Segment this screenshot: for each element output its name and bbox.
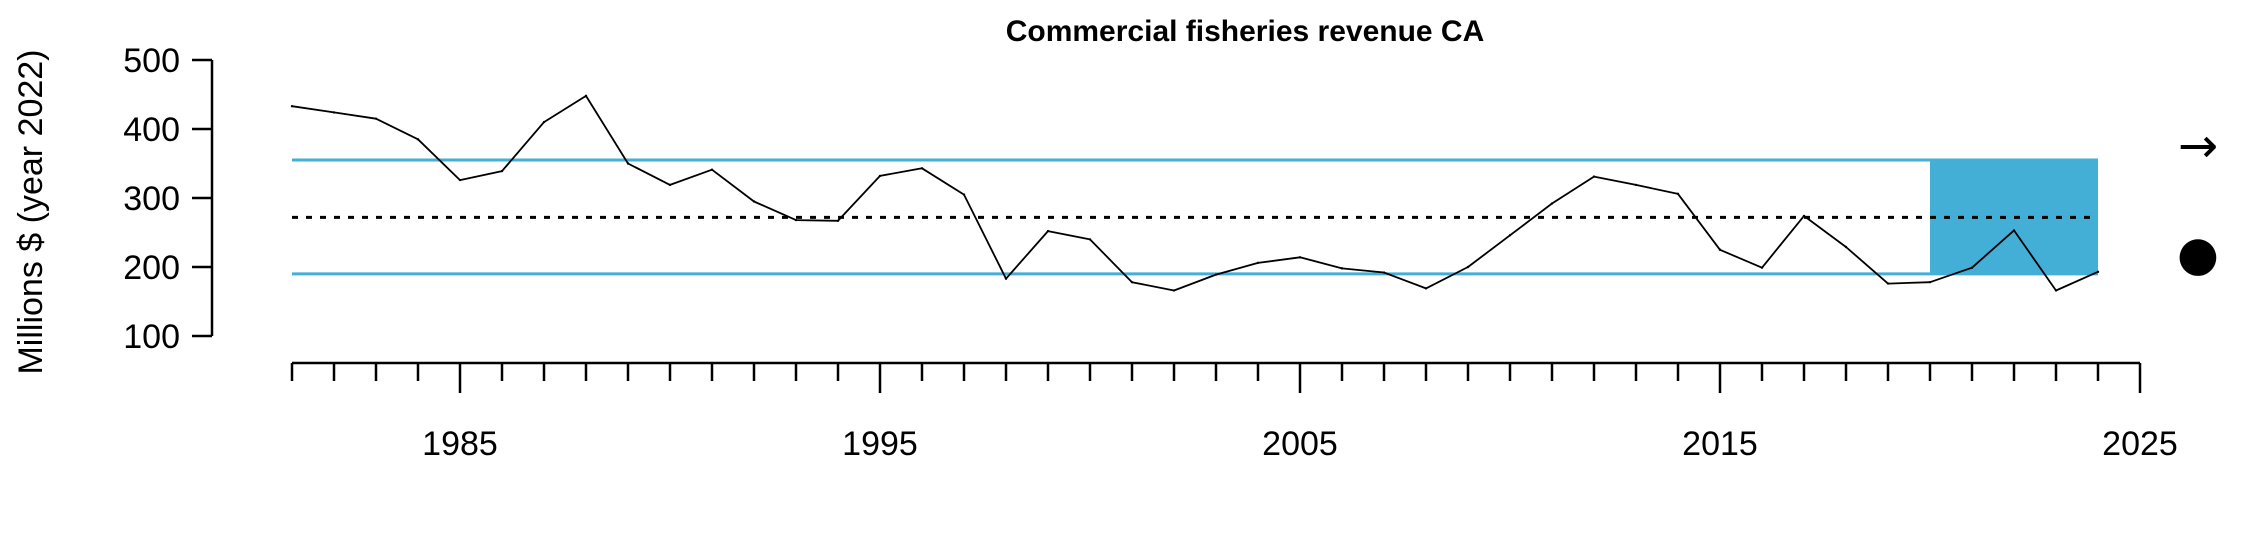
chart-title: Commercial fisheries revenue CA	[1006, 15, 1485, 48]
data-point	[1718, 248, 1722, 251]
trend-arrow-icon: →	[2178, 118, 2218, 174]
data-point	[962, 193, 966, 196]
y-tick-label: 500	[123, 42, 180, 80]
y-axis-title: Millions $ (year 2022)	[12, 49, 50, 374]
data-point	[1172, 289, 1176, 292]
series-line	[291, 95, 2099, 292]
x-tick-label: 2015	[1682, 425, 1758, 463]
data-point	[1004, 277, 1008, 280]
data-point	[626, 162, 630, 165]
data-point	[584, 94, 588, 98]
x-tick-label: 1985	[422, 425, 498, 463]
data-point	[878, 174, 882, 178]
x-tick-label: 2025	[2102, 425, 2178, 463]
data-point	[1844, 245, 1848, 249]
data-point	[1592, 175, 1596, 178]
data-point	[290, 105, 294, 108]
data-point	[374, 117, 378, 120]
data-point	[1676, 192, 1680, 196]
data-point	[1886, 282, 1890, 285]
series-points	[290, 94, 2100, 292]
x-axis: 1985 1995 2005 2015 2025	[290, 361, 2178, 463]
data-point	[1634, 183, 1638, 187]
data-point	[1970, 266, 1974, 269]
data-point	[1046, 229, 1050, 233]
data-point	[1550, 202, 1554, 205]
data-point	[1928, 280, 1932, 284]
data-point	[794, 218, 798, 222]
y-tick-label: 300	[123, 180, 180, 218]
data-point	[920, 167, 924, 170]
data-point	[1340, 267, 1344, 270]
y-axis: 100 200 300 400 500	[123, 42, 214, 356]
data-point	[1382, 271, 1386, 274]
data-point	[710, 168, 714, 171]
data-point	[752, 200, 756, 203]
data-point	[2096, 270, 2100, 274]
x-tick-label: 2005	[1262, 425, 1338, 463]
data-point	[458, 178, 462, 182]
y-tick-label: 400	[123, 111, 180, 149]
data-point	[1508, 234, 1512, 237]
status-dot-icon: ●	[2177, 226, 2219, 282]
data-point	[668, 183, 672, 187]
y-tick-label: 100	[123, 318, 180, 356]
data-point	[1424, 287, 1428, 290]
data-point	[2012, 229, 2016, 232]
data-point	[836, 219, 840, 222]
data-point	[1466, 265, 1470, 269]
data-point	[1760, 266, 1764, 269]
data-point	[500, 169, 504, 173]
data-point	[1088, 238, 1092, 241]
x-tick-label: 1995	[842, 425, 918, 463]
data-point	[1802, 214, 1806, 218]
y-tick-label: 200	[123, 249, 180, 287]
data-point	[1214, 273, 1218, 276]
data-point	[1130, 280, 1134, 284]
data-point	[416, 138, 420, 141]
data-point	[1256, 261, 1260, 265]
data-point	[542, 120, 546, 124]
data-point	[1298, 256, 1302, 259]
data-point	[332, 111, 336, 114]
data-point	[2054, 289, 2058, 292]
